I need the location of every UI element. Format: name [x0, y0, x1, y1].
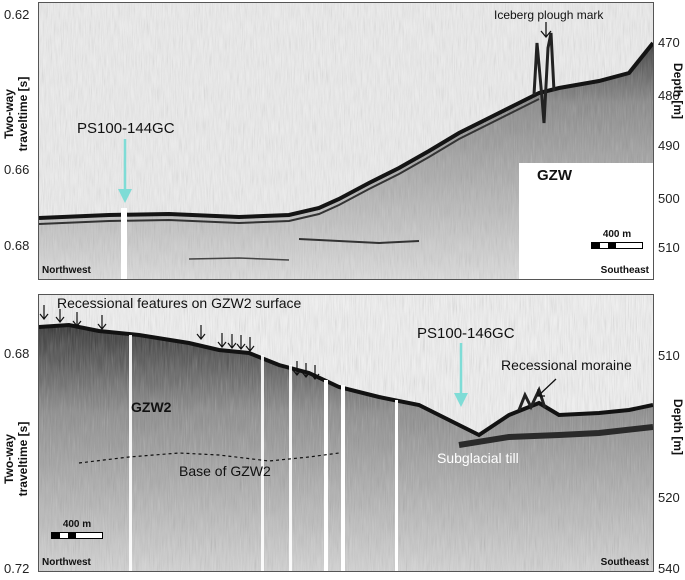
seafloor-reflector	[39, 41, 653, 220]
till-label: Subglacial till	[437, 450, 519, 466]
core-label: PS100-146GC	[417, 325, 515, 342]
axis-title-line: traveltime [s]	[16, 421, 30, 497]
gzw2-label: GZW2	[131, 399, 172, 415]
top-left-tick: 0.66	[4, 162, 30, 177]
direction-east: Southeast	[600, 557, 649, 568]
data-gap	[129, 335, 132, 571]
core-gap	[121, 208, 127, 279]
arrow-down-icon	[540, 22, 552, 39]
sub-bottom-reflector	[39, 98, 540, 225]
data-gap	[395, 400, 398, 571]
direction-west: Northwest	[42, 265, 91, 276]
plough-mark-feature	[532, 32, 556, 124]
gzw-label: GZW	[537, 167, 572, 184]
core-arrow-icon	[454, 343, 468, 407]
data-gap	[341, 385, 345, 571]
direction-east: Southeast	[600, 265, 649, 276]
bottom-right-tick: 510	[658, 348, 680, 363]
bottom-seismic-profile: Recessional features on GZW2 surface PS1…	[38, 294, 654, 572]
base-gzw2-label: Base of GZW2	[179, 463, 271, 479]
buried-reflector	[298, 238, 420, 245]
bottom-echogram	[39, 295, 653, 571]
scale-bar-label: 400 m	[62, 519, 92, 530]
top-seismic-profile: PS100-144GC Iceberg plough mark GZW 400 …	[38, 2, 654, 280]
recessional-arrows	[39, 305, 320, 380]
data-gap	[289, 365, 292, 571]
bottom-left-tick: 0.72	[4, 561, 30, 576]
top-right-tick: 480	[658, 88, 680, 103]
bottom-right-tick: 540	[658, 561, 680, 576]
top-right-tick: 500	[658, 191, 680, 206]
bottom-left-tick: 0.68	[4, 346, 30, 361]
buried-reflector	[188, 257, 290, 261]
top-right-tick: 510	[658, 240, 680, 255]
arrow-diagonal-icon	[537, 378, 557, 397]
moraine-label: Recessional moraine	[501, 357, 632, 373]
top-right-axis-title: Depth [m]	[671, 63, 685, 119]
top-right-tick: 470	[658, 35, 680, 50]
axis-title-line: Two-way	[2, 89, 16, 139]
data-gap	[324, 380, 328, 571]
scale-bar: 400 m	[51, 519, 103, 539]
scale-bar: 400 m	[591, 229, 643, 249]
bottom-right-tick: 520	[658, 490, 680, 505]
seafloor-reflector	[39, 322, 653, 438]
bottom-left-axis-title: Two-way traveltime [s]	[2, 415, 30, 503]
direction-west: Northwest	[42, 557, 91, 568]
iceberg-label: Iceberg plough mark	[494, 8, 604, 22]
data-gap	[261, 355, 264, 571]
top-right-tick: 490	[658, 138, 680, 153]
core-label: PS100-144GC	[77, 120, 175, 137]
top-left-axis-title: Two-way traveltime [s]	[2, 70, 30, 158]
recessional-label: Recessional features on GZW2 surface	[57, 295, 302, 311]
top-left-tick: 0.62	[4, 7, 30, 22]
base-gzw2-line	[78, 452, 340, 464]
core-arrow-icon	[118, 139, 132, 203]
top-echogram	[39, 3, 653, 279]
bottom-right-axis-title: Depth [m]	[671, 399, 685, 455]
blank-region	[519, 163, 653, 279]
scale-bar-label: 400 m	[602, 229, 632, 240]
top-left-tick: 0.68	[4, 238, 30, 253]
till-reflector	[458, 424, 653, 448]
axis-title-line: traveltime [s]	[16, 76, 30, 152]
axis-title-line: Two-way	[2, 434, 16, 484]
